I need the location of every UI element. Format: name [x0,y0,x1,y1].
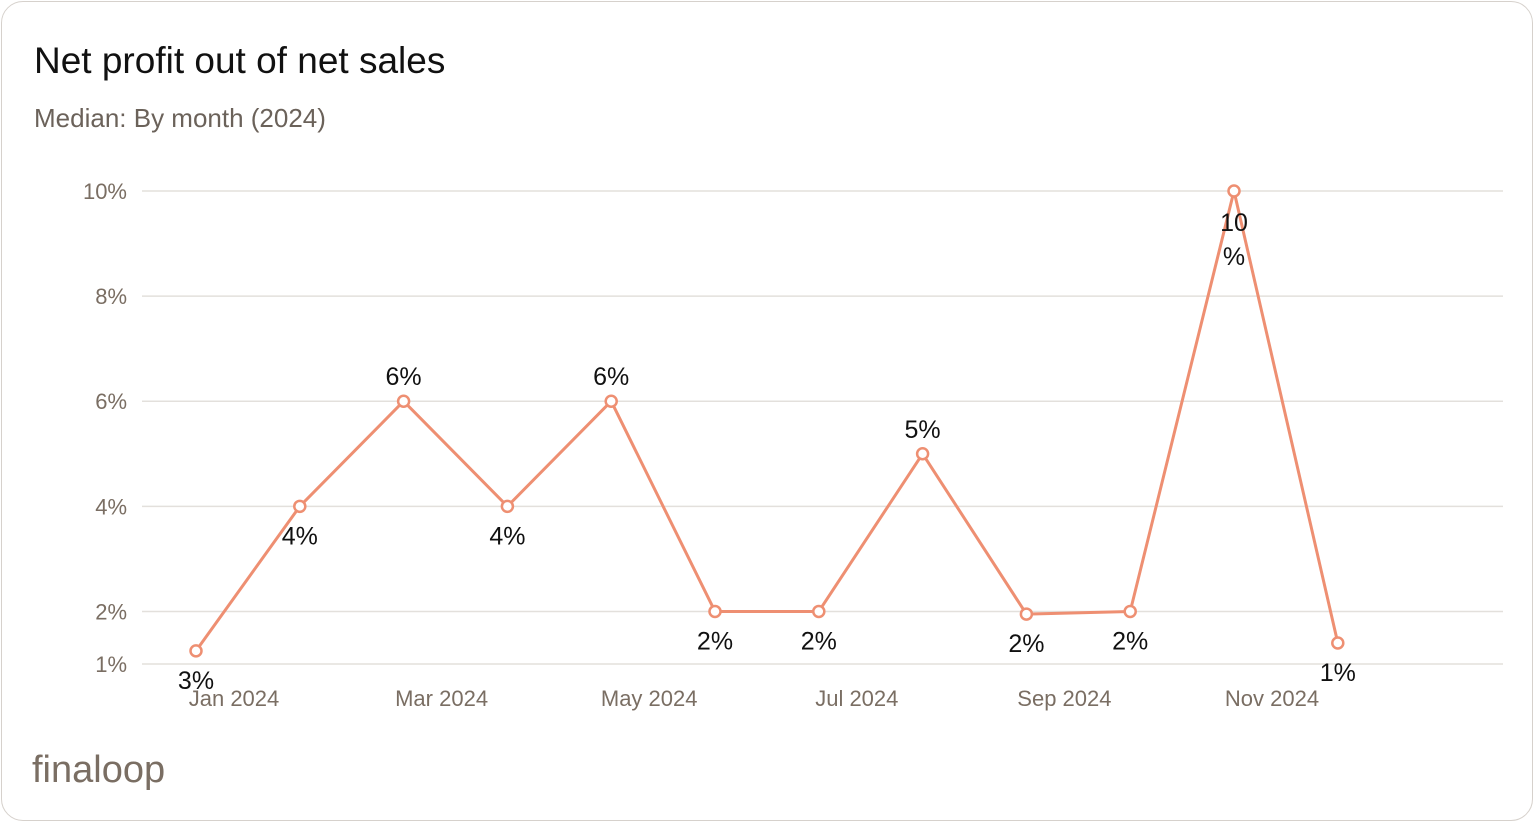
chart-title: Net profit out of net sales [34,40,446,81]
data-point[interactable] [500,499,515,514]
data-points [189,184,1345,658]
data-label: 6% [593,363,629,391]
data-point[interactable] [1123,604,1137,619]
x-tick-label: Nov 2024 [1225,686,1319,711]
data-point[interactable] [708,604,722,619]
y-tick-label: 8% [95,284,127,309]
data-point[interactable] [1227,184,1241,198]
y-tick-label: 2% [95,599,127,624]
y-tick-label: 10% [83,179,127,204]
data-label: 2% [1008,630,1044,658]
data-point[interactable] [1019,607,1034,621]
y-tick-label: 1% [95,652,127,677]
data-label: 6% [386,363,422,391]
logo-text: finaloop [32,749,165,791]
data-label: 4% [489,522,525,550]
data-labels: 3% 4% 6% 4% 6% 2% 2% 5% 2% 2% 10 % 1% [178,209,1356,695]
gridlines [142,190,1503,665]
data-point[interactable] [604,394,618,408]
series-line-path [194,189,1340,653]
x-tick-label: Jul 2024 [815,686,898,711]
data-label: 5% [905,416,941,444]
data-label: 2% [1112,627,1148,655]
data-label: 4% [282,522,318,550]
data-label: 10% [1220,209,1248,271]
data-point[interactable] [293,499,307,514]
data-label: 2% [801,627,837,655]
data-point[interactable] [812,604,826,619]
data-point[interactable] [189,644,203,658]
data-point[interactable] [915,447,930,461]
y-tick-label: 4% [95,494,127,519]
x-tick-label: Jan 2024 [189,686,280,711]
y-tick-label: 6% [95,389,127,414]
x-tick-label: May 2024 [601,686,698,711]
x-axis-ticks: Jan 2024 Mar 2024 May 2024 Jul 2024 Sep 2024… [189,686,1319,711]
data-label: 1% [1320,659,1356,687]
series-line [194,189,1340,653]
data-point[interactable] [396,394,411,408]
finaloop-logo: finaloop [32,749,165,791]
data-point[interactable] [1331,636,1345,650]
x-tick-label: Mar 2024 [395,686,488,711]
data-label: 3% [178,667,214,695]
y-axis-ticks: 1% 2% 4% 6% 8% 10% [83,179,127,677]
x-tick-label: Sep 2024 [1017,686,1111,711]
chart-subtitle: Median: By month (2024) [34,103,326,133]
data-label: 2% [697,627,733,655]
